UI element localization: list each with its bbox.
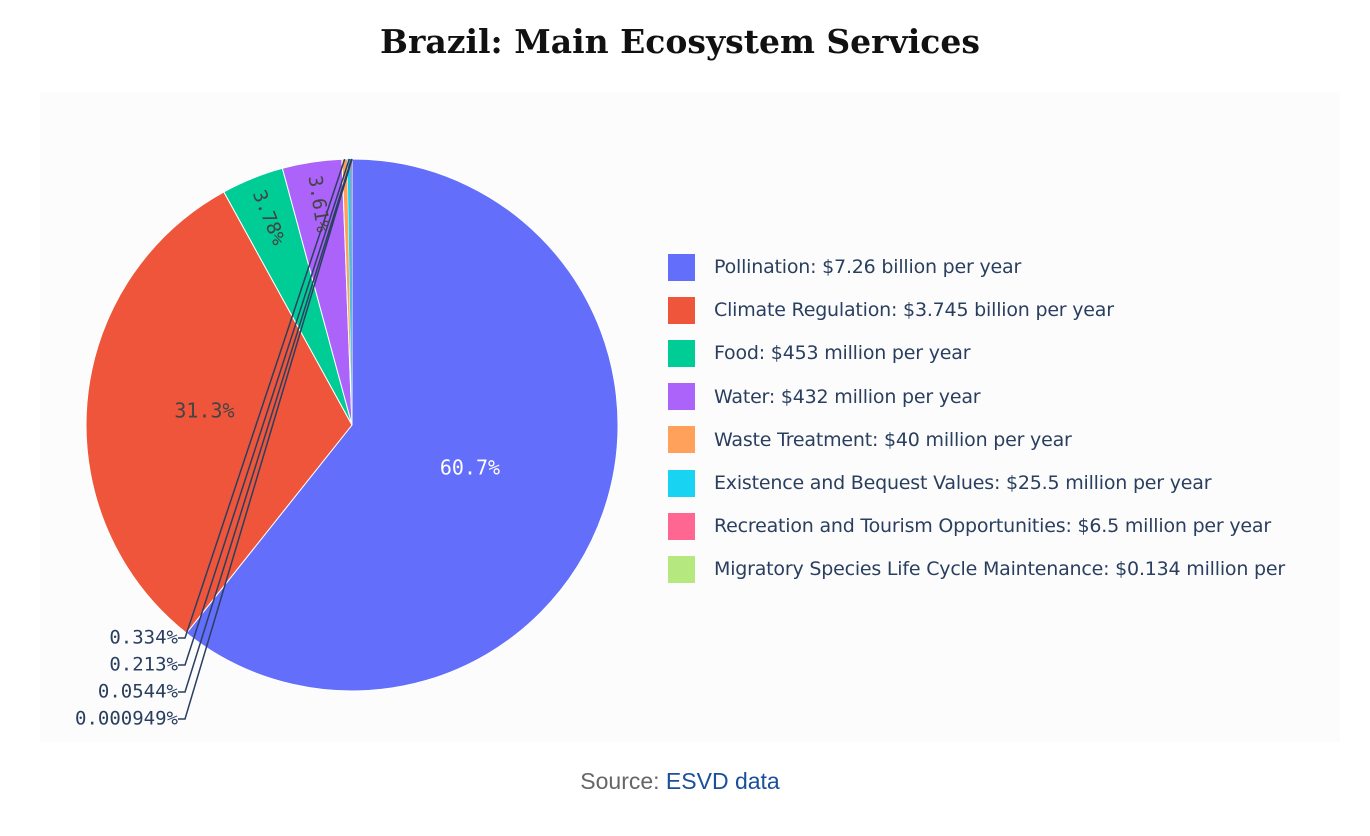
legend-swatch <box>668 383 695 411</box>
slice-label-pollination: 60.7% <box>440 456 500 480</box>
leader-line-existence-and-bequest-values <box>178 158 351 666</box>
legend-label: Waste Treatment: $40 million per year <box>714 428 1072 451</box>
pie-slice-existence-and-bequest-values[interactable] <box>347 159 352 425</box>
pie-slice-climate-regulation[interactable] <box>85 191 353 634</box>
legend-label: Pollination: $7.26 billion per year <box>714 256 1022 278</box>
legend-item-waste-treatment[interactable]: Waste Treatment: $40 million per year <box>668 426 1072 454</box>
legend-label: Migratory Species Life Cycle Maintenance… <box>714 558 1285 581</box>
legend-label: Climate Regulation: $3.745 billion per y… <box>714 299 1114 322</box>
legend-item-recreation-and-tourism-opportunities[interactable]: Recreation and Tourism Opportunities: $6… <box>668 512 1271 540</box>
legend-swatch <box>668 469 695 497</box>
legend-swatch <box>668 339 695 367</box>
outside-label-leaders <box>178 158 353 720</box>
legend-swatch <box>668 512 695 540</box>
legend-swatch <box>668 426 695 454</box>
slice-label-recreation-and-tourism-opportunities: 0.0544% <box>98 681 179 703</box>
source-link[interactable]: ESVD data <box>665 768 780 794</box>
pie-slice-recreation-and-tourism-opportunities[interactable] <box>351 158 352 425</box>
legend-swatch <box>668 296 695 324</box>
pie-slice-pollination[interactable] <box>185 158 619 692</box>
leader-line-migratory-species-life-cycle-maintenance <box>178 158 353 720</box>
source-prefix: Source: <box>580 768 666 794</box>
legend-swatch <box>668 253 695 281</box>
legend-item-pollination[interactable]: Pollination: $7.26 billion per year <box>668 253 1021 281</box>
legend-label: Food: $453 million per year <box>714 342 971 365</box>
leader-line-recreation-and-tourism-opportunities <box>178 158 353 693</box>
legend-item-food[interactable]: Food: $453 million per year <box>668 339 971 367</box>
pie-slices <box>85 158 619 692</box>
source-line: Source: ESVD data <box>0 768 1360 795</box>
slice-label-climate-regulation: 31.3% <box>174 398 234 422</box>
legend-item-migratory-species-life-cycle-maintenance[interactable]: Migratory Species Life Cycle Maintenance… <box>668 555 1285 583</box>
legend-item-climate-regulation[interactable]: Climate Regulation: $3.745 billion per y… <box>668 296 1114 324</box>
legend-item-existence-and-bequest-values[interactable]: Existence and Bequest Values: $25.5 mill… <box>668 469 1212 497</box>
pie-slice-waste-treatment[interactable] <box>341 158 353 426</box>
slice-label-migratory-species-life-cycle-maintenance: 0.000949% <box>75 708 179 730</box>
legend-label: Water: $432 million per year <box>714 385 981 408</box>
legend-item-water[interactable]: Water: $432 million per year <box>668 383 981 411</box>
slice-label-existence-and-bequest-values: 0.213% <box>109 654 178 676</box>
leader-line-waste-treatment <box>178 158 346 639</box>
slice-label-waste-treatment: 0.334% <box>109 627 178 649</box>
legend-label: Existence and Bequest Values: $25.5 mill… <box>714 472 1212 494</box>
legend-label: Recreation and Tourism Opportunities: $6… <box>714 515 1271 538</box>
legend-swatch <box>668 555 695 583</box>
chart-title: Brazil: Main Ecosystem Services <box>380 22 980 61</box>
